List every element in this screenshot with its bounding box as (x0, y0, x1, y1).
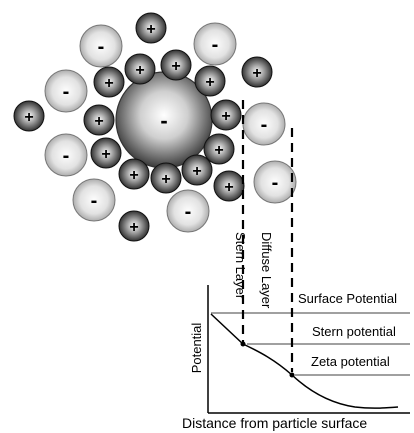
negative-ion: - (79, 24, 123, 68)
svg-text:-: - (91, 190, 98, 212)
stern-potential-point (240, 341, 246, 347)
positive-ion: + (83, 104, 115, 136)
positive-ion: + (160, 49, 192, 81)
positive-ion: + (93, 66, 125, 98)
svg-text:-: - (63, 81, 70, 103)
positive-ion: + (194, 65, 226, 97)
svg-text:+: + (94, 113, 103, 130)
positive-ion: + (150, 162, 182, 194)
positive-ion: + (203, 133, 235, 165)
svg-text:+: + (252, 65, 261, 82)
y-axis-label: Potential (189, 323, 204, 374)
svg-text:-: - (63, 145, 70, 167)
stern-potential-label: Stern potential (312, 324, 396, 339)
negative-ions-group: - - - - - - - - (44, 22, 297, 233)
positive-ion: + (118, 158, 150, 190)
positive-ion: + (213, 170, 245, 202)
svg-text:+: + (161, 171, 170, 188)
negative-ion: - (44, 133, 88, 177)
surface-potential-label: Surface Potential (298, 291, 397, 306)
svg-text:+: + (135, 62, 144, 79)
stern-layer-label: Stern Layer (233, 232, 248, 300)
positive-ion: + (124, 53, 156, 85)
negative-ion: - (44, 69, 88, 113)
svg-text:-: - (185, 201, 192, 223)
negative-ion: - (242, 102, 286, 146)
positive-ion: + (181, 154, 213, 186)
positive-ion: + (13, 100, 45, 132)
negative-ion: - (253, 160, 297, 204)
positive-ion: + (210, 99, 242, 131)
svg-text:-: - (261, 114, 268, 136)
svg-text:+: + (192, 163, 201, 180)
negative-ion: - (166, 189, 210, 233)
svg-text:+: + (24, 109, 33, 126)
positive-ion: + (90, 137, 122, 169)
diffuse-layer-label: Diffuse Layer (259, 232, 274, 309)
svg-text:-: - (98, 36, 105, 58)
svg-text:+: + (146, 21, 155, 38)
svg-text:+: + (205, 74, 214, 91)
positive-ion: + (135, 12, 167, 44)
svg-text:+: + (101, 146, 110, 163)
potential-curve (210, 313, 399, 409)
svg-text:+: + (221, 108, 230, 125)
zeta-potential-point (289, 372, 295, 378)
positive-ion: + (118, 210, 150, 242)
negative-ion: - (193, 22, 237, 66)
negative-ion: - (72, 178, 116, 222)
svg-text:+: + (224, 179, 233, 196)
svg-text:+: + (171, 58, 180, 75)
positive-ions-group: + + + + + + + + + + + + + + + + (13, 12, 273, 242)
svg-text:-: - (212, 34, 219, 56)
svg-text:+: + (129, 219, 138, 236)
svg-text:+: + (129, 167, 138, 184)
svg-text:-: - (272, 172, 279, 194)
svg-text:+: + (104, 75, 113, 92)
x-axis-label: Distance from particle surface (182, 415, 367, 431)
svg-text:+: + (214, 142, 223, 159)
zeta-potential-label: Zeta potential (311, 354, 390, 369)
svg-text:-: - (160, 108, 167, 133)
positive-ion: + (241, 56, 273, 88)
